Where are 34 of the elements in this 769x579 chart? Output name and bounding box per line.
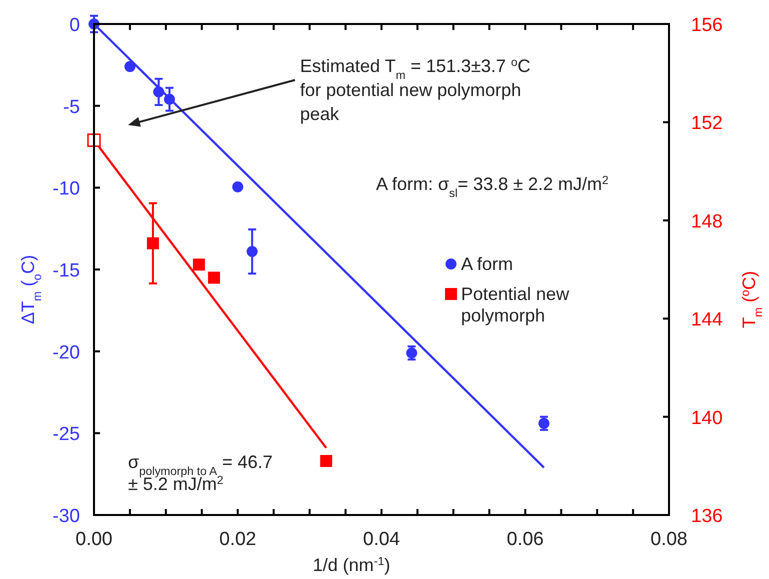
point xyxy=(246,246,258,257)
y-tick-label: -20 xyxy=(52,342,80,364)
annotation: A form: σ$_{sl}$= 33.8 ± 2.2 mJ/m$^{2}$ xyxy=(376,174,609,200)
y-tick-label: -15 xyxy=(52,260,80,282)
x-tick-label: 0.00 xyxy=(76,529,112,550)
y-tick-label: 0 xyxy=(69,15,80,36)
annotation: Estimated T$_{m}$ = 151.3±3.7 $^{o}$C for potential new polymorph peak xyxy=(300,56,530,124)
y2-tick-label: 136 xyxy=(691,506,723,527)
point xyxy=(320,454,332,467)
y2-tick-label: 148 xyxy=(691,211,723,232)
point xyxy=(208,272,220,284)
legend-label: Potential new polymorph xyxy=(461,284,570,326)
x-tick-label: 0.08 xyxy=(650,529,688,550)
x-tick-label: 0.02 xyxy=(219,529,256,550)
annotation: σ$_{polymorph to A}$ = 46.7 ± 5.2 mJ/m$^{2}$ xyxy=(128,452,273,494)
y2-tick-label: 156 xyxy=(691,15,723,36)
x-axis-title: 1/d (nm$^{-1}$) xyxy=(312,554,390,575)
y-tick-label: -25 xyxy=(52,424,80,446)
y-tick-label: -5 xyxy=(63,96,80,118)
point xyxy=(146,237,159,250)
x-tick-label: 0.04 xyxy=(363,529,400,550)
point xyxy=(124,61,136,72)
point xyxy=(406,347,418,358)
y-tick-label: -10 xyxy=(52,178,80,200)
legend-label: A form xyxy=(461,254,514,274)
y2-tick-label: 152 xyxy=(691,113,723,134)
point xyxy=(164,94,175,105)
point xyxy=(153,86,164,98)
point xyxy=(192,258,205,271)
y-tick-label: -30 xyxy=(52,506,80,527)
x-tick-label: 0.06 xyxy=(506,529,544,550)
point xyxy=(232,181,244,192)
y2-tick-label: 140 xyxy=(691,408,723,429)
y2-tick-label: 144 xyxy=(691,310,724,331)
